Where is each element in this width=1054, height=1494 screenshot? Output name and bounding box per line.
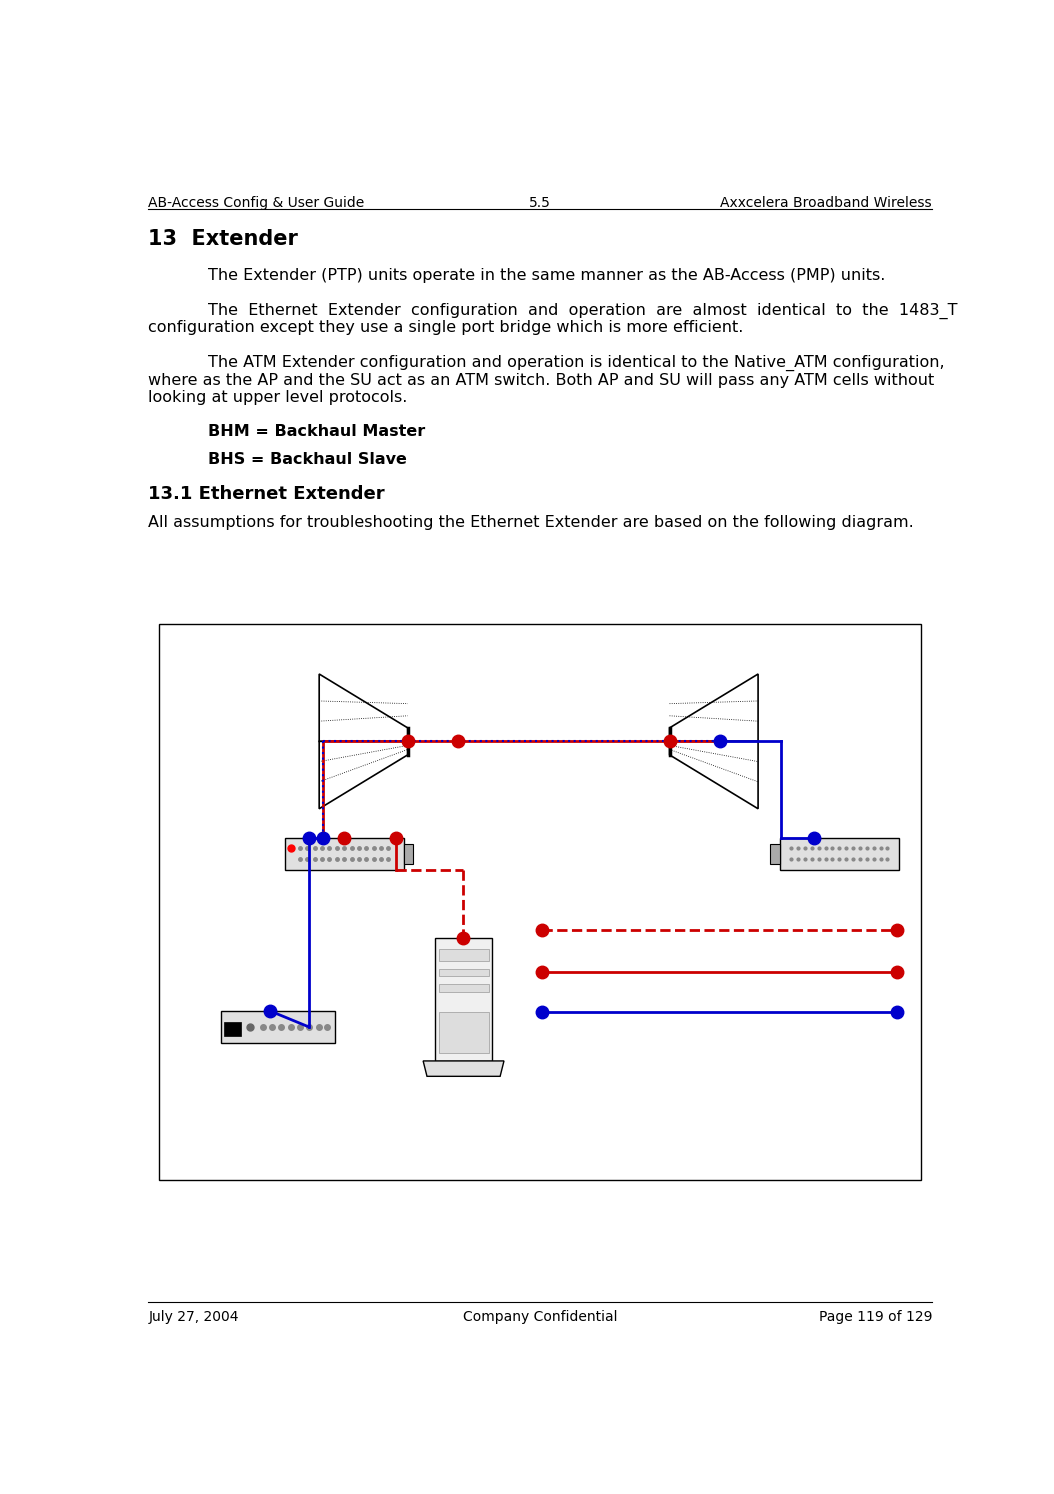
- Polygon shape: [319, 674, 408, 741]
- Bar: [770, 844, 780, 864]
- Text: Company Confidential: Company Confidential: [463, 1310, 618, 1324]
- Bar: [220, 1011, 334, 1043]
- Bar: [285, 838, 404, 870]
- Polygon shape: [669, 674, 758, 741]
- Text: Axxcelera Broadband Wireless: Axxcelera Broadband Wireless: [721, 196, 932, 211]
- Bar: [404, 844, 413, 864]
- Text: looking at upper level protocols.: looking at upper level protocols.: [149, 390, 408, 405]
- Text: The Extender (PTP) units operate in the same manner as the AB-Access (PMP) units: The Extender (PTP) units operate in the …: [208, 267, 885, 282]
- Text: 13.1 Ethernet Extender: 13.1 Ethernet Extender: [149, 486, 385, 503]
- Polygon shape: [669, 741, 758, 808]
- Bar: [438, 1013, 489, 1053]
- Bar: [434, 938, 492, 1061]
- Text: configuration except they use a single port bridge which is more efficient.: configuration except they use a single p…: [149, 320, 744, 335]
- Text: July 27, 2004: July 27, 2004: [149, 1310, 239, 1324]
- Text: BHS = Backhaul Slave: BHS = Backhaul Slave: [208, 451, 407, 466]
- Text: where as the AP and the SU act as an ATM switch. Both AP and SU will pass any AT: where as the AP and the SU act as an ATM…: [149, 372, 935, 387]
- Bar: [438, 968, 489, 976]
- Bar: [438, 949, 489, 961]
- Bar: [225, 1022, 241, 1035]
- Text: The  Ethernet  Extender  configuration  and  operation  are  almost  identical  : The Ethernet Extender configuration and …: [208, 302, 957, 318]
- Text: AB-Access Config & User Guide: AB-Access Config & User Guide: [149, 196, 365, 211]
- Text: BHM = Backhaul Master: BHM = Backhaul Master: [208, 424, 425, 439]
- Text: All assumptions for troubleshooting the Ethernet Extender are based on the follo: All assumptions for troubleshooting the …: [149, 515, 914, 530]
- Bar: [438, 985, 489, 992]
- Text: Page 119 of 129: Page 119 of 129: [819, 1310, 932, 1324]
- Bar: [780, 838, 899, 870]
- Polygon shape: [423, 1061, 504, 1076]
- Polygon shape: [319, 741, 408, 808]
- Text: 13  Extender: 13 Extender: [149, 230, 298, 249]
- Bar: [159, 624, 921, 1180]
- Text: 5.5: 5.5: [529, 196, 551, 211]
- Text: The ATM Extender configuration and operation is identical to the Native_ATM conf: The ATM Extender configuration and opera…: [208, 356, 944, 371]
